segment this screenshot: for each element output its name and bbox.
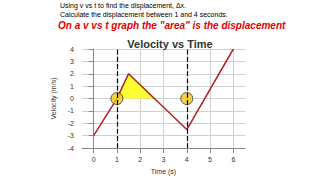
svg-text:Velocity vs Time: Velocity vs Time (127, 38, 212, 50)
svg-text:1: 1 (70, 83, 74, 90)
svg-text:Velocity (m/s): Velocity (m/s) (50, 78, 58, 120)
svg-text:5: 5 (208, 156, 212, 163)
svg-text:-4: -4 (68, 145, 74, 152)
svg-text:3: 3 (162, 156, 166, 163)
svg-text:3: 3 (70, 58, 74, 65)
svg-text:2: 2 (138, 156, 142, 163)
svg-text:0: 0 (92, 156, 96, 163)
svg-text:-1: -1 (68, 107, 74, 114)
svg-text:4: 4 (185, 156, 189, 163)
svg-text:1: 1 (115, 156, 119, 163)
svg-text:0: 0 (70, 95, 74, 102)
svg-text:Time (s): Time (s) (151, 168, 176, 176)
html-text:Using v vs t to find the displ: Using v vs t to find the displacement, Δ… (60, 2, 187, 9)
svg-text:6: 6 (231, 156, 235, 163)
svg-text:-2: -2 (68, 120, 74, 127)
svg-text:-3: -3 (68, 132, 74, 139)
svg-text:4: 4 (70, 46, 74, 53)
svg-text:2: 2 (70, 70, 74, 77)
html-text:On a v vs t graph the "area" i: On a v vs t graph the "area" is the disp… (58, 20, 286, 31)
html-text:Calculate the displacement bet: Calculate the displacement between 1 and… (60, 11, 228, 18)
